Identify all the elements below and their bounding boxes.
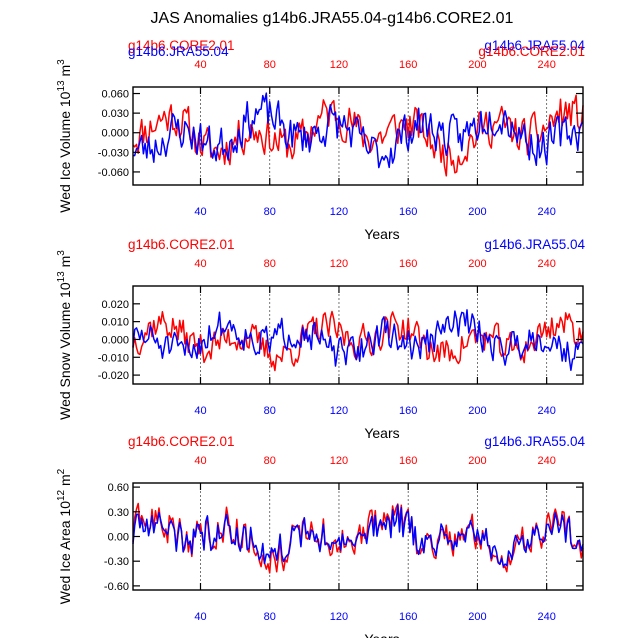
xtick-label-top: 120 (330, 258, 348, 270)
xtick-label-top: 240 (537, 258, 555, 270)
xtick-label-bottom: 40 (194, 611, 206, 623)
panel-2: -0.020 -0.010 0.000 0.010 0.020 40 40 80 80 120 12… (56, 237, 585, 441)
panel-3: -0.60 -0.30 0.00 0.30 0.60 40 40 80 80 120 120 160 1… (56, 434, 585, 638)
xtick-label-top: 160 (399, 455, 417, 467)
xtick-label-bottom: 200 (468, 405, 486, 417)
xtick-label-bottom: 160 (399, 611, 417, 623)
ytick-label: 0.30 (108, 507, 129, 519)
xtick-label-top: 120 (330, 59, 348, 71)
ytick-label: -0.030 (98, 147, 129, 159)
legend-core-left: g14b6.CORE2.01 (128, 434, 235, 449)
series-line-jra (132, 92, 584, 169)
ytick-label: -0.060 (98, 167, 129, 179)
ytick-label: 0.000 (101, 334, 129, 346)
ytick-label: 0.030 (101, 108, 129, 120)
xtick-label-top: 80 (264, 258, 276, 270)
xtick-label-top: 240 (537, 455, 555, 467)
series-line-jra (132, 504, 584, 568)
panel-1: -0.060 -0.030 0.000 0.030 0.060 40 40 80 80 120 12… (56, 38, 585, 242)
xtick-label-top: 40 (194, 59, 206, 71)
ytick-label: 0.000 (101, 128, 129, 140)
xtick-label-bottom: 40 (194, 206, 206, 218)
ytick-label: 0.020 (101, 299, 129, 311)
ytick-label: 0.60 (108, 482, 129, 494)
xtick-label-bottom: 240 (537, 405, 555, 417)
xtick-label-bottom: 240 (537, 206, 555, 218)
xtick-label-top: 240 (537, 59, 555, 71)
xtick-label-top: 80 (264, 59, 276, 71)
xtick-label-bottom: 200 (468, 206, 486, 218)
legend-jra-right: g14b6.JRA55.04 (484, 434, 585, 449)
xtick-label-top: 160 (399, 258, 417, 270)
ytick-label: 0.00 (108, 532, 129, 544)
xtick-label-top: 40 (194, 455, 206, 467)
xtick-label-top: 120 (330, 455, 348, 467)
xtick-label-bottom: 160 (399, 206, 417, 218)
xtick-label-top: 160 (399, 59, 417, 71)
y-axis-label: Wed Snow Volume 1013 m3 (56, 250, 73, 420)
legend-jra-left-overlap: g14b6.JRA55.04 (128, 44, 229, 59)
xtick-label-bottom: 120 (330, 405, 348, 417)
xtick-label-bottom: 80 (264, 206, 276, 218)
xtick-label-bottom: 80 (264, 611, 276, 623)
legend-jra-right: g14b6.JRA55.04 (484, 237, 585, 252)
ytick-label: 0.060 (101, 89, 129, 101)
plot-frame (132, 86, 584, 186)
ytick-label: 0.010 (101, 317, 129, 329)
series-line-core (132, 310, 584, 372)
xtick-label-bottom: 200 (468, 611, 486, 623)
ytick-label: -0.020 (98, 370, 129, 382)
ytick-label: -0.60 (104, 581, 129, 593)
legend-core-right-overlap: g14b6.CORE2.01 (478, 44, 585, 59)
figure-title: JAS Anomalies g14b6.JRA55.04-g14b6.CORE2… (151, 10, 514, 27)
x-axis-label: Years (364, 226, 399, 242)
xtick-label-top: 200 (468, 455, 486, 467)
y-axis-label: Wed Ice Volume 1013 m3 (56, 59, 73, 213)
xtick-label-bottom: 160 (399, 405, 417, 417)
legend-jra-right: g14b6.JRA55.04 (484, 38, 585, 53)
xtick-label-bottom: 120 (330, 206, 348, 218)
x-axis-label: Years (364, 631, 399, 638)
ytick-label: -0.30 (104, 556, 129, 568)
xtick-label-bottom: 120 (330, 611, 348, 623)
xtick-label-bottom: 80 (264, 405, 276, 417)
xtick-label-top: 80 (264, 455, 276, 467)
xtick-label-top: 40 (194, 258, 206, 270)
series-line-jra (132, 309, 584, 372)
xtick-label-bottom: 40 (194, 405, 206, 417)
legend-core-left: g14b6.CORE2.01 (128, 237, 235, 252)
xtick-label-bottom: 240 (537, 611, 555, 623)
y-axis-label: Wed Ice Area 1012 m2 (56, 468, 73, 604)
plot-frame (132, 285, 584, 385)
xtick-label-top: 200 (468, 258, 486, 270)
x-axis-label: Years (364, 425, 399, 441)
legend-core-left: g14b6.CORE2.01 (128, 38, 235, 53)
ytick-label: -0.010 (98, 352, 129, 364)
xtick-label-top: 200 (468, 59, 486, 71)
